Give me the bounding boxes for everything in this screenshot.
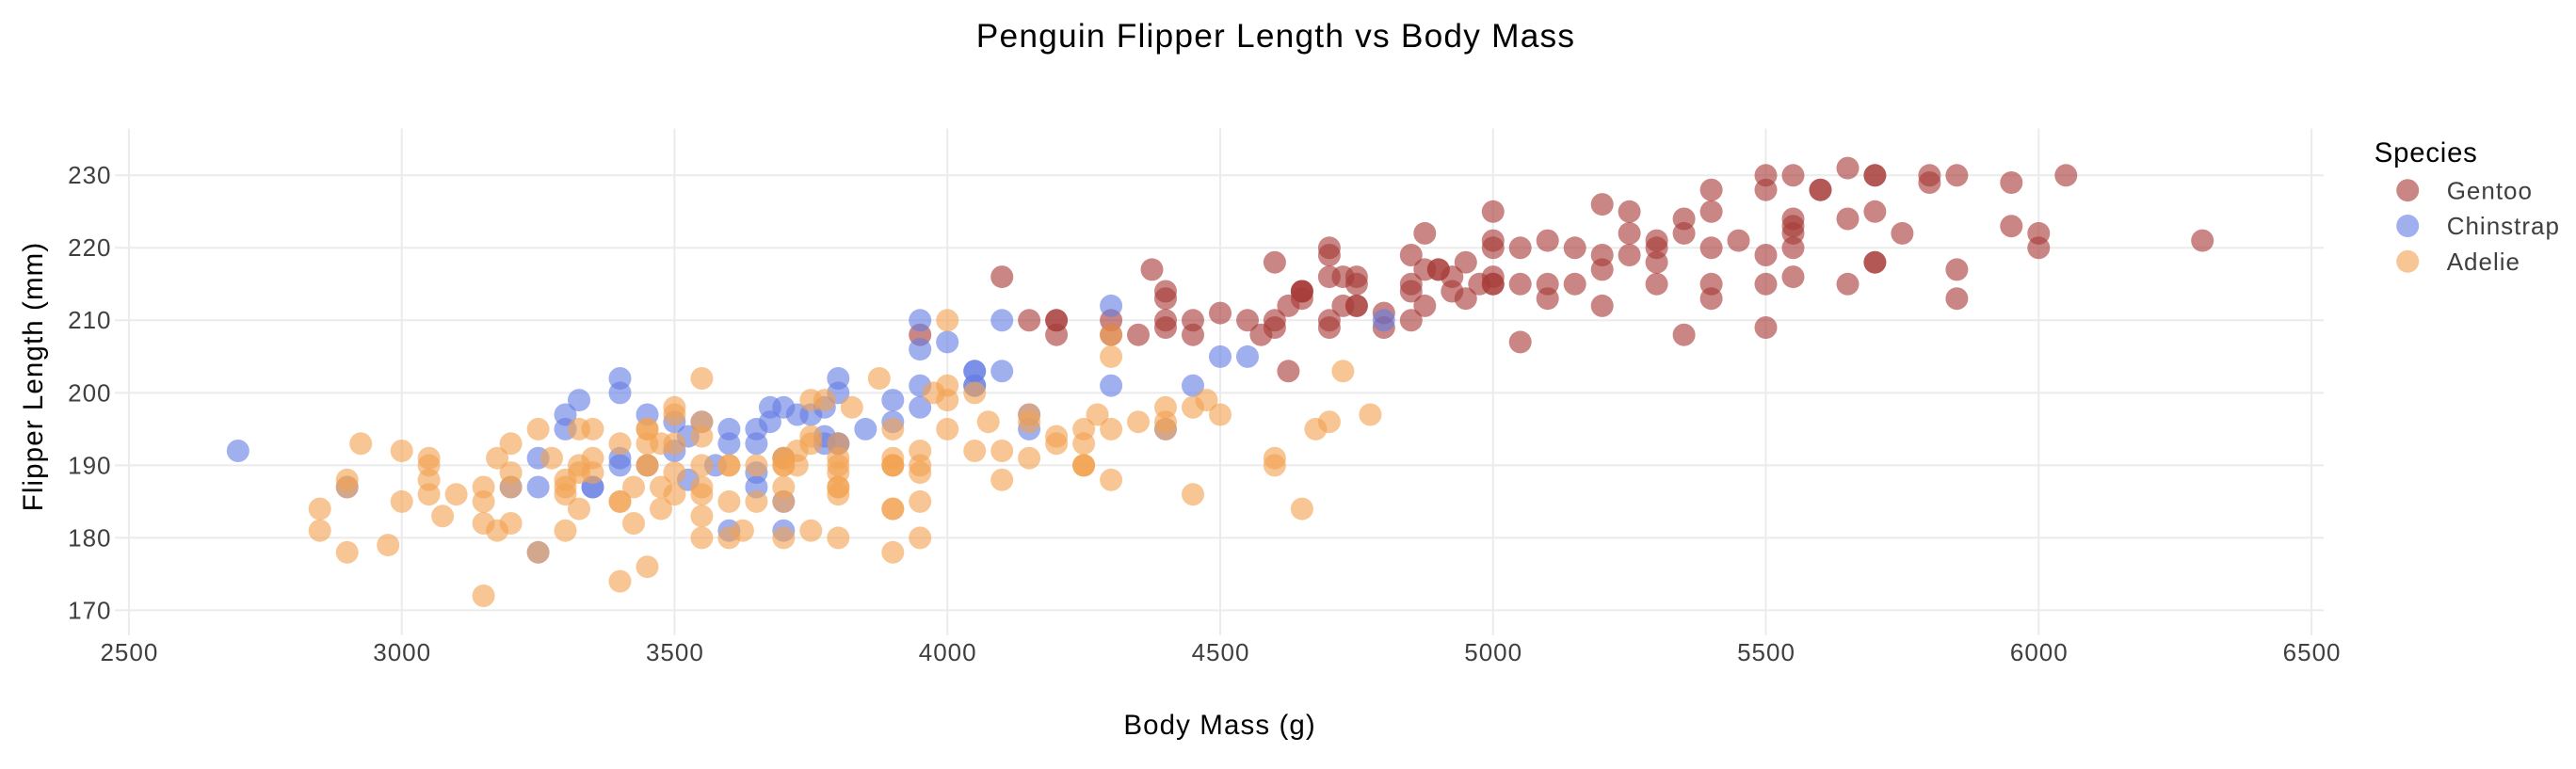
svg-text:6000: 6000 [2010, 638, 2069, 666]
svg-text:Flipper Length (mm): Flipper Length (mm) [18, 242, 49, 512]
svg-text:Body Mass (g): Body Mass (g) [1123, 710, 1315, 741]
svg-text:6500: 6500 [2283, 638, 2342, 666]
svg-text:Gentoo: Gentoo [2447, 176, 2533, 204]
svg-text:5000: 5000 [1464, 638, 1522, 666]
svg-text:230: 230 [68, 161, 111, 189]
svg-text:5500: 5500 [1737, 638, 1795, 666]
svg-text:3000: 3000 [373, 638, 431, 666]
svg-text:220: 220 [68, 233, 111, 262]
svg-text:2500: 2500 [100, 638, 158, 666]
svg-text:210: 210 [68, 306, 111, 334]
svg-text:4500: 4500 [1192, 638, 1250, 666]
svg-text:200: 200 [68, 378, 111, 407]
svg-text:3500: 3500 [646, 638, 704, 666]
svg-text:4000: 4000 [919, 638, 977, 666]
svg-text:Chinstrap: Chinstrap [2447, 212, 2560, 240]
svg-text:170: 170 [68, 596, 111, 624]
svg-text:Species: Species [2375, 137, 2478, 168]
svg-text:Adelie: Adelie [2447, 248, 2520, 276]
svg-text:190: 190 [68, 451, 111, 479]
svg-text:Penguin Flipper Length vs Body: Penguin Flipper Length vs Body Mass [976, 18, 1576, 55]
svg-text:180: 180 [68, 523, 111, 552]
